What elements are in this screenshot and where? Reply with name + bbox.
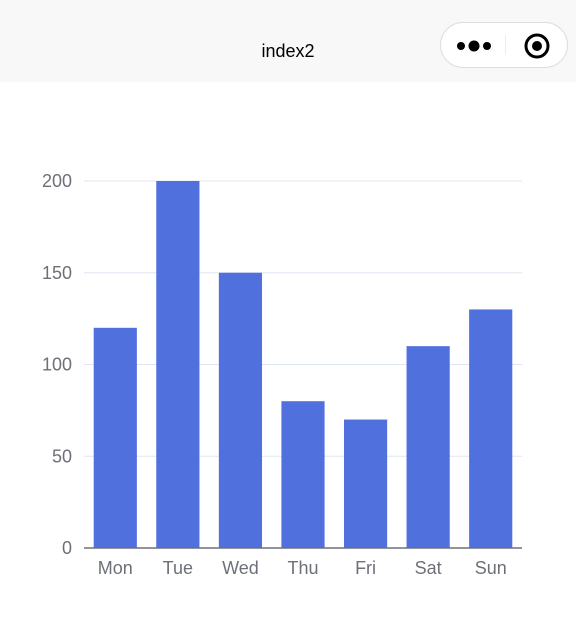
chart-container: 0 50 100 150 200 Mon Tue Wed Thu Fri Sat Sun <box>0 82 576 637</box>
bars <box>93 181 513 548</box>
bar-sat[interactable] <box>406 346 450 548</box>
bar-thu[interactable] <box>281 401 325 548</box>
x-tick-label: Sat <box>415 558 442 578</box>
more-button[interactable] <box>453 23 503 67</box>
y-axis-tick-labels: 0 50 100 150 200 <box>42 171 72 558</box>
close-miniprogram-button[interactable] <box>521 23 561 67</box>
x-tick-label: Wed <box>222 558 259 578</box>
bar-sun[interactable] <box>469 309 513 548</box>
bar-tue[interactable] <box>156 181 200 548</box>
y-tick-label: 100 <box>42 355 72 375</box>
bar-chart: 0 50 100 150 200 Mon Tue Wed Thu Fri Sat Sun <box>42 171 522 578</box>
bar-wed[interactable] <box>218 272 263 548</box>
target-circle-icon <box>524 33 550 59</box>
navigation-bar: index2 <box>0 0 576 82</box>
x-axis-tick-labels: Mon Tue Wed Thu Fri Sat Sun <box>98 558 507 578</box>
y-tick-label: 150 <box>42 263 72 283</box>
more-dots-icon <box>457 40 491 52</box>
y-tick-label: 50 <box>52 446 72 466</box>
bar-mon[interactable] <box>93 327 137 548</box>
x-tick-label: Sun <box>475 558 507 578</box>
page-title: index2 <box>261 41 315 61</box>
y-tick-label: 0 <box>62 538 72 558</box>
x-tick-label: Fri <box>355 558 376 578</box>
capsule-divider <box>505 35 506 55</box>
x-tick-label: Thu <box>287 558 318 578</box>
x-tick-label: Tue <box>163 558 193 578</box>
bar-fri[interactable] <box>343 419 388 548</box>
menu-capsule <box>440 22 568 68</box>
y-tick-label: 200 <box>42 171 72 191</box>
x-tick-label: Mon <box>98 558 133 578</box>
